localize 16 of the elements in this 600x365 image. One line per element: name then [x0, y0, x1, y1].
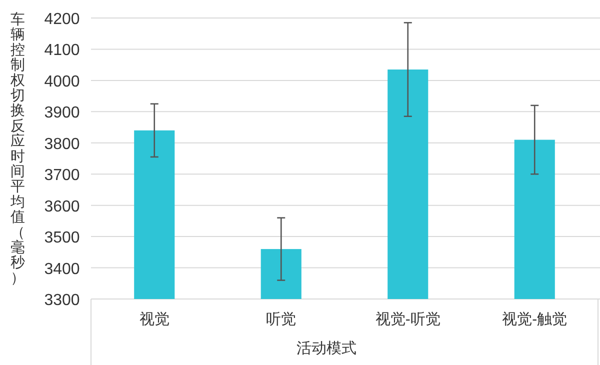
x-axis-title: 活动模式: [296, 340, 356, 357]
y-tick-label: 3800: [44, 136, 80, 153]
x-tick-label: 视觉: [139, 311, 170, 328]
y-tick-label: 3900: [44, 104, 80, 122]
y-tick-label: 3300: [44, 292, 80, 309]
y-tick-label: 4200: [44, 11, 80, 28]
y-tick-label: 4000: [44, 73, 80, 90]
y-tick-label: 4100: [44, 42, 80, 60]
x-tick-label: 视觉-触觉: [502, 311, 568, 328]
y-tick-label: 3500: [44, 230, 80, 247]
x-tick-label: 视觉-听觉: [375, 311, 440, 328]
x-tick-label: 听觉: [266, 311, 296, 328]
y-tick-label: 3700: [44, 167, 80, 184]
y-tick-label: 3400: [44, 260, 80, 278]
text: 车辆控制权切换反应时间平均值（毫秒）: [10, 12, 26, 286]
y-tick-label: 3600: [44, 198, 80, 216]
